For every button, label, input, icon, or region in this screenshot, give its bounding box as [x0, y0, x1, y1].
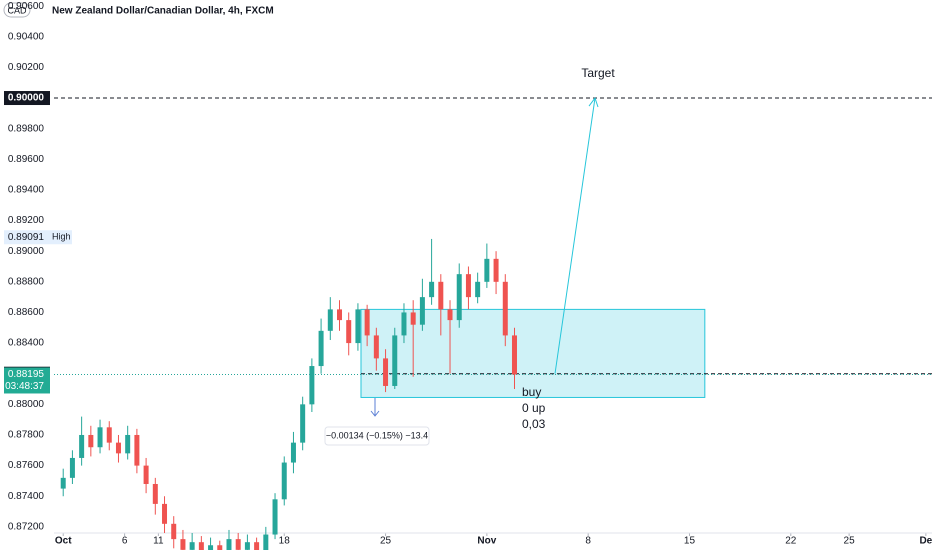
candle-body	[226, 539, 232, 550]
candle-body	[162, 503, 168, 524]
last-price: 0.88195	[8, 369, 45, 380]
candle-body	[69, 457, 75, 478]
x-tick-label: 25	[380, 536, 392, 547]
candle-body	[198, 542, 204, 550]
candle-body	[143, 465, 149, 484]
candle-body	[244, 542, 250, 550]
y-tick-label: 0.87800	[8, 430, 45, 441]
candle-body	[79, 434, 85, 458]
candle-body	[106, 427, 112, 443]
x-tick-label: 11	[153, 536, 164, 547]
target-text: Target	[581, 66, 615, 80]
position-note: 0 up	[522, 401, 546, 415]
candle-body	[410, 312, 416, 325]
candle-body	[511, 335, 517, 375]
candle-body	[300, 404, 306, 443]
y-tick-label: 0.89400	[8, 185, 45, 196]
candle-body	[456, 274, 462, 321]
measure-box	[324, 426, 430, 446]
candle-body	[392, 335, 398, 386]
position-zone	[360, 308, 706, 398]
candle-body	[355, 309, 361, 344]
position-note: 0,03	[522, 417, 546, 431]
candle-body	[263, 534, 269, 550]
candle-body	[281, 462, 287, 500]
x-tick-label: 8	[585, 536, 591, 547]
candle-body	[438, 281, 444, 310]
high-text: High	[52, 232, 71, 242]
candle-body	[272, 499, 278, 535]
y-tick-label: 0.87400	[8, 491, 45, 502]
candle-body	[484, 258, 490, 282]
currency-badge	[3, 2, 31, 18]
candle-body	[383, 358, 389, 386]
y-tick-label: 0.88400	[8, 338, 45, 349]
y-tick-label: 0.87200	[8, 522, 45, 533]
y-tick-label: 0.87600	[8, 460, 45, 471]
candle-body	[447, 309, 453, 321]
candle-body	[217, 545, 223, 550]
x-tick-label: Oct	[55, 536, 72, 547]
candle-body	[429, 281, 435, 298]
candle-body	[327, 309, 333, 331]
x-tick-label: 22	[785, 536, 797, 547]
measure-arrowhead	[370, 410, 380, 417]
y-tick-label: 0.90400	[8, 31, 45, 42]
x-tick-label: De	[919, 536, 932, 547]
candle-body	[373, 335, 379, 359]
candle-body	[337, 309, 343, 321]
candle-body	[475, 281, 481, 298]
candle-body	[290, 442, 296, 463]
candle-body	[189, 542, 195, 550]
candle-body	[125, 434, 131, 454]
measure-text: −0.00134 (−0.15%) −13.4	[326, 430, 428, 440]
target-price: 0.90000	[8, 93, 45, 104]
x-tick-label: 25	[844, 536, 856, 547]
y-tick-label: 0.89800	[8, 123, 45, 134]
y-tick-label: 0.89000	[8, 246, 45, 257]
high-price: 0.89091	[8, 232, 45, 243]
candle-body	[180, 539, 186, 550]
y-tick-label: 0.90200	[8, 62, 45, 73]
candle-body	[401, 312, 407, 336]
candle-body	[152, 483, 158, 504]
candle-body	[235, 539, 241, 550]
y-tick-label: 0.89200	[8, 215, 45, 226]
candle-body	[346, 320, 352, 344]
candle-body	[465, 274, 471, 298]
candle-body	[318, 330, 324, 367]
y-tick-label: 0.90600	[8, 1, 45, 12]
candle-body	[419, 297, 425, 325]
y-tick-label: 0.89600	[8, 154, 45, 165]
last-price-box	[4, 367, 50, 394]
candle-body	[502, 281, 508, 336]
y-tick-label: 0.88000	[8, 399, 45, 410]
currency: CAD	[7, 5, 27, 15]
target-price-box	[4, 91, 50, 106]
x-tick-label: 15	[684, 536, 696, 547]
candle-body	[254, 542, 260, 550]
candle-body	[88, 434, 94, 448]
position-note: buy	[522, 385, 541, 399]
countdown: 03:48:37	[5, 381, 44, 392]
target-arrowhead	[588, 96, 599, 108]
candle-body	[208, 545, 214, 550]
chart-title: New Zealand Dollar/Canadian Dollar, 4h, …	[52, 6, 274, 17]
x-tick-label: 6	[122, 536, 128, 547]
candle-body	[171, 523, 177, 540]
candle-body	[134, 434, 140, 466]
high-box	[4, 230, 72, 245]
y-tick-label: 0.88800	[8, 276, 45, 287]
x-tick-label: 18	[279, 536, 291, 547]
candle-body	[97, 427, 103, 448]
candle-body	[115, 442, 121, 454]
candle-body	[309, 366, 315, 405]
x-tick-label: Nov	[477, 536, 496, 547]
candle-body	[364, 309, 370, 336]
target-arrow	[554, 97, 596, 374]
candle-body	[493, 258, 499, 282]
y-tick-label: 0.88600	[8, 307, 45, 318]
candle-body	[60, 477, 66, 489]
